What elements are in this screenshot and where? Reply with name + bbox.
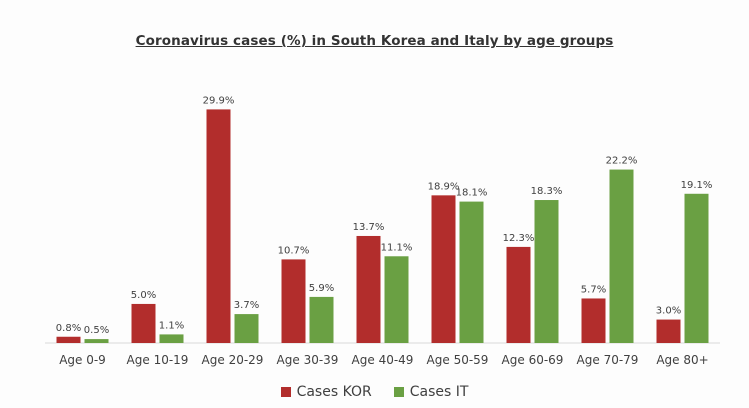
data-label-it-5: 18.1%	[456, 188, 488, 199]
data-label-it-6: 18.3%	[531, 186, 563, 197]
x-tick-label-2: Age 20-29	[202, 353, 264, 367]
data-label-kor-5: 18.9%	[428, 181, 460, 192]
bar-kor-1	[131, 303, 156, 343]
legend-item-it: Cases IT	[393, 384, 469, 400]
data-label-it-0: 0.5%	[84, 325, 109, 336]
bar-it-6	[534, 200, 559, 343]
bar-it-2	[234, 314, 259, 343]
bar-it-7	[609, 169, 634, 343]
bar-kor-3	[281, 259, 306, 343]
legend-swatch-kor	[280, 387, 291, 397]
x-tick-label-8: Age 80+	[656, 353, 708, 367]
data-label-kor-6: 12.3%	[503, 233, 535, 244]
x-tick-label-4: Age 40-49	[352, 353, 414, 367]
x-tick-label-7: Age 70-79	[577, 353, 639, 367]
bar-kor-5	[431, 195, 456, 343]
data-label-kor-1: 5.0%	[131, 290, 156, 301]
chart-title: Coronavirus cases (%) in South Korea and…	[135, 33, 614, 49]
data-label-kor-4: 13.7%	[353, 222, 385, 233]
x-tick-label-3: Age 30-39	[277, 353, 339, 367]
x-tick-label-6: Age 60-69	[502, 353, 564, 367]
data-label-kor-3: 10.7%	[278, 245, 310, 256]
data-label-kor-0: 0.8%	[56, 323, 81, 334]
legend-swatch-it	[393, 387, 404, 397]
data-label-it-3: 5.9%	[309, 283, 334, 294]
legend-label-it: Cases IT	[409, 384, 469, 400]
legend: Cases KOR Cases IT	[0, 384, 749, 400]
bar-kor-2	[206, 109, 231, 343]
legend-label-kor: Cases KOR	[296, 384, 372, 400]
data-label-it-1: 1.1%	[159, 320, 184, 331]
bar-it-5	[459, 201, 484, 343]
bar-it-1	[159, 334, 184, 343]
x-tick-label-0: Age 0-9	[59, 353, 106, 367]
data-label-kor-7: 5.7%	[581, 284, 606, 295]
bar-kor-6	[506, 246, 531, 343]
bar-it-0	[84, 339, 109, 343]
x-tick-label-1: Age 10-19	[127, 353, 189, 367]
bar-kor-0	[56, 336, 81, 343]
bar-kor-8	[656, 319, 681, 343]
bar-kor-4	[356, 235, 381, 343]
data-label-it-4: 11.1%	[381, 242, 413, 253]
bar-kor-7	[581, 298, 606, 343]
data-label-kor-8: 3.0%	[656, 306, 681, 317]
data-label-it-2: 3.7%	[234, 300, 259, 311]
data-label-it-8: 19.1%	[681, 180, 713, 191]
bar-it-8	[684, 193, 709, 343]
data-label-it-7: 22.2%	[606, 156, 638, 167]
x-tick-label-5: Age 50-59	[427, 353, 489, 367]
data-label-kor-2: 29.9%	[203, 95, 235, 106]
bar-it-4	[384, 256, 409, 343]
bar-it-3	[309, 296, 334, 343]
legend-item-kor: Cases KOR	[280, 384, 372, 400]
